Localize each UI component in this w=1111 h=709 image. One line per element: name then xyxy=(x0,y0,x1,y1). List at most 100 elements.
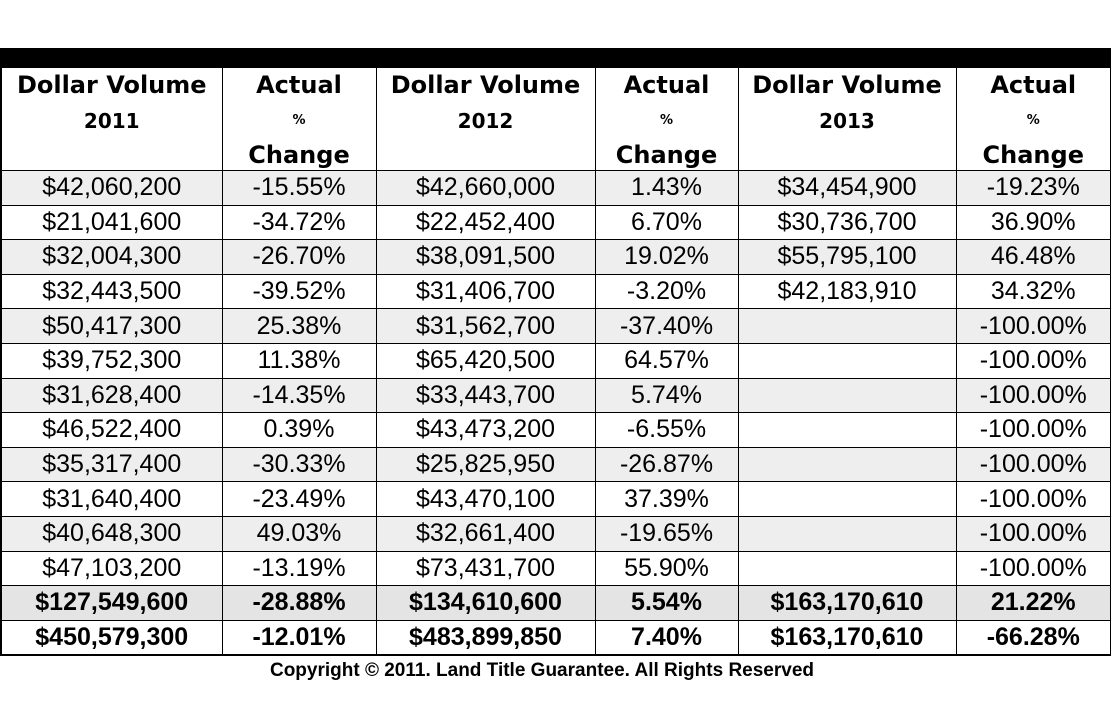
total-cell: $163,170,610 xyxy=(737,620,957,656)
total-row: $450,579,300 -12.01% $483,899,850 7.40% … xyxy=(0,620,1111,656)
table-cell: $25,825,950 xyxy=(375,447,596,483)
table-cell: $32,004,300 xyxy=(0,239,223,275)
header-year: 2012 xyxy=(457,109,514,133)
table-cell: $40,648,300 xyxy=(0,516,223,552)
table-cell: 5.74% xyxy=(594,378,739,414)
subtotal-cell: 21.22% xyxy=(955,585,1111,621)
table-cell: -100.00% xyxy=(955,447,1111,483)
header-row: Dollar Volume 2011 Actual % Change Dolla… xyxy=(0,67,1111,171)
table-cell xyxy=(737,481,957,517)
table-cell xyxy=(737,343,957,379)
header-label: Actual xyxy=(990,71,1077,99)
table-cell: -19.65% xyxy=(594,516,739,552)
header-actual-change-2012: Actual % Change xyxy=(594,67,739,171)
table-cell: 0.39% xyxy=(221,412,377,448)
table-cell: 25.38% xyxy=(221,308,377,344)
table-cell: 37.39% xyxy=(594,481,739,517)
table-cell: 36.90% xyxy=(955,205,1111,241)
table-cell: $33,443,700 xyxy=(375,378,596,414)
header-percent-sign: % xyxy=(1026,113,1040,128)
table-cell: -3.20% xyxy=(594,274,739,310)
table-cell: -14.35% xyxy=(221,378,377,414)
header-label: Actual xyxy=(623,71,710,99)
table-cell: $42,183,910 xyxy=(737,274,957,310)
subtotal-cell: -28.88% xyxy=(221,585,377,621)
table-cell xyxy=(737,447,957,483)
header-label: Dollar Volume xyxy=(390,71,581,99)
table-cell: -37.40% xyxy=(594,308,739,344)
table-cell: -100.00% xyxy=(955,378,1111,414)
table-cell: -23.49% xyxy=(221,481,377,517)
table-cell: 1.43% xyxy=(594,170,739,206)
table-cell: $21,041,600 xyxy=(0,205,223,241)
table-row: $31,628,400 -14.35% $33,443,700 5.74% -1… xyxy=(0,378,1111,414)
table-cell: 34.32% xyxy=(955,274,1111,310)
table-row: $42,060,200 -15.55% $42,660,000 1.43% $3… xyxy=(0,170,1111,206)
table-cell xyxy=(737,551,957,587)
table-cell: $43,473,200 xyxy=(375,412,596,448)
table-cell: 6.70% xyxy=(594,205,739,241)
table-cell: -100.00% xyxy=(955,308,1111,344)
table-cell: -100.00% xyxy=(955,412,1111,448)
table-cell: $38,091,500 xyxy=(375,239,596,275)
total-cell: -12.01% xyxy=(221,620,377,656)
table-cell: -39.52% xyxy=(221,274,377,310)
table-cell: $42,660,000 xyxy=(375,170,596,206)
table-row: $39,752,300 11.38% $65,420,500 64.57% -1… xyxy=(0,343,1111,379)
table-cell: $55,795,100 xyxy=(737,239,957,275)
total-cell: $450,579,300 xyxy=(0,620,223,656)
table-row: $40,648,300 49.03% $32,661,400 -19.65% -… xyxy=(0,516,1111,552)
header-year: 2013 xyxy=(819,109,875,133)
subtotal-row: $127,549,600 -28.88% $134,610,600 5.54% … xyxy=(0,585,1111,621)
table-cell: 64.57% xyxy=(594,343,739,379)
table-cell: $50,417,300 xyxy=(0,308,223,344)
table-cell: $73,431,700 xyxy=(375,551,596,587)
table-cell: 55.90% xyxy=(594,551,739,587)
header-actual-change-2013: Actual % Change xyxy=(955,67,1111,171)
table-cell: -100.00% xyxy=(955,481,1111,517)
table-row: $32,004,300 -26.70% $38,091,500 19.02% $… xyxy=(0,239,1111,275)
table-cell: -100.00% xyxy=(955,343,1111,379)
table-row: $21,041,600 -34.72% $22,452,400 6.70% $3… xyxy=(0,205,1111,241)
header-label: Dollar Volume xyxy=(752,71,942,99)
table-cell: 11.38% xyxy=(221,343,377,379)
table-cell: $32,443,500 xyxy=(0,274,223,310)
header-dollar-volume-2013: Dollar Volume 2013 xyxy=(737,67,957,171)
table-cell: $47,103,200 xyxy=(0,551,223,587)
table-cell: -26.87% xyxy=(594,447,739,483)
table-row: $47,103,200 -13.19% $73,431,700 55.90% -… xyxy=(0,551,1111,587)
table-cell: -6.55% xyxy=(594,412,739,448)
table-cell: $39,752,300 xyxy=(0,343,223,379)
header-dollar-volume-2012: Dollar Volume 2012 xyxy=(375,67,596,171)
total-cell: $483,899,850 xyxy=(375,620,596,656)
header-percent-sign: % xyxy=(659,113,674,128)
table-cell: $31,406,700 xyxy=(375,274,596,310)
table-cell: -19.23% xyxy=(955,170,1111,206)
table-cell: $43,470,100 xyxy=(375,481,596,517)
header-change: Change xyxy=(248,141,350,169)
total-cell: 7.40% xyxy=(594,620,739,656)
table-cell: $31,640,400 xyxy=(0,481,223,517)
table-row: $32,443,500 -39.52% $31,406,700 -3.20% $… xyxy=(0,274,1111,310)
table-cell: $31,562,700 xyxy=(375,308,596,344)
table-cell: $46,522,400 xyxy=(0,412,223,448)
subtotal-cell: $134,610,600 xyxy=(375,585,596,621)
table-cell xyxy=(737,412,957,448)
table-cell: -26.70% xyxy=(221,239,377,275)
table-cell: $32,661,400 xyxy=(375,516,596,552)
table-cell: $22,452,400 xyxy=(375,205,596,241)
total-cell: -66.28% xyxy=(955,620,1111,656)
table-row: $35,317,400 -30.33% $25,825,950 -26.87% … xyxy=(0,447,1111,483)
header-percent-sign: % xyxy=(292,113,306,128)
dollar-volume-table: Dollar Volume 2011 Actual % Change Dolla… xyxy=(0,66,1111,657)
table-cell: -13.19% xyxy=(221,551,377,587)
table-cell: $65,420,500 xyxy=(375,343,596,379)
table-cell: 19.02% xyxy=(594,239,739,275)
table-cell xyxy=(737,308,957,344)
table-cell xyxy=(737,516,957,552)
subtotal-cell: 5.54% xyxy=(594,585,739,621)
header-label: Dollar Volume xyxy=(16,71,207,99)
table-cell: 49.03% xyxy=(221,516,377,552)
top-black-bar xyxy=(0,48,1111,68)
table-cell: -100.00% xyxy=(955,516,1111,552)
